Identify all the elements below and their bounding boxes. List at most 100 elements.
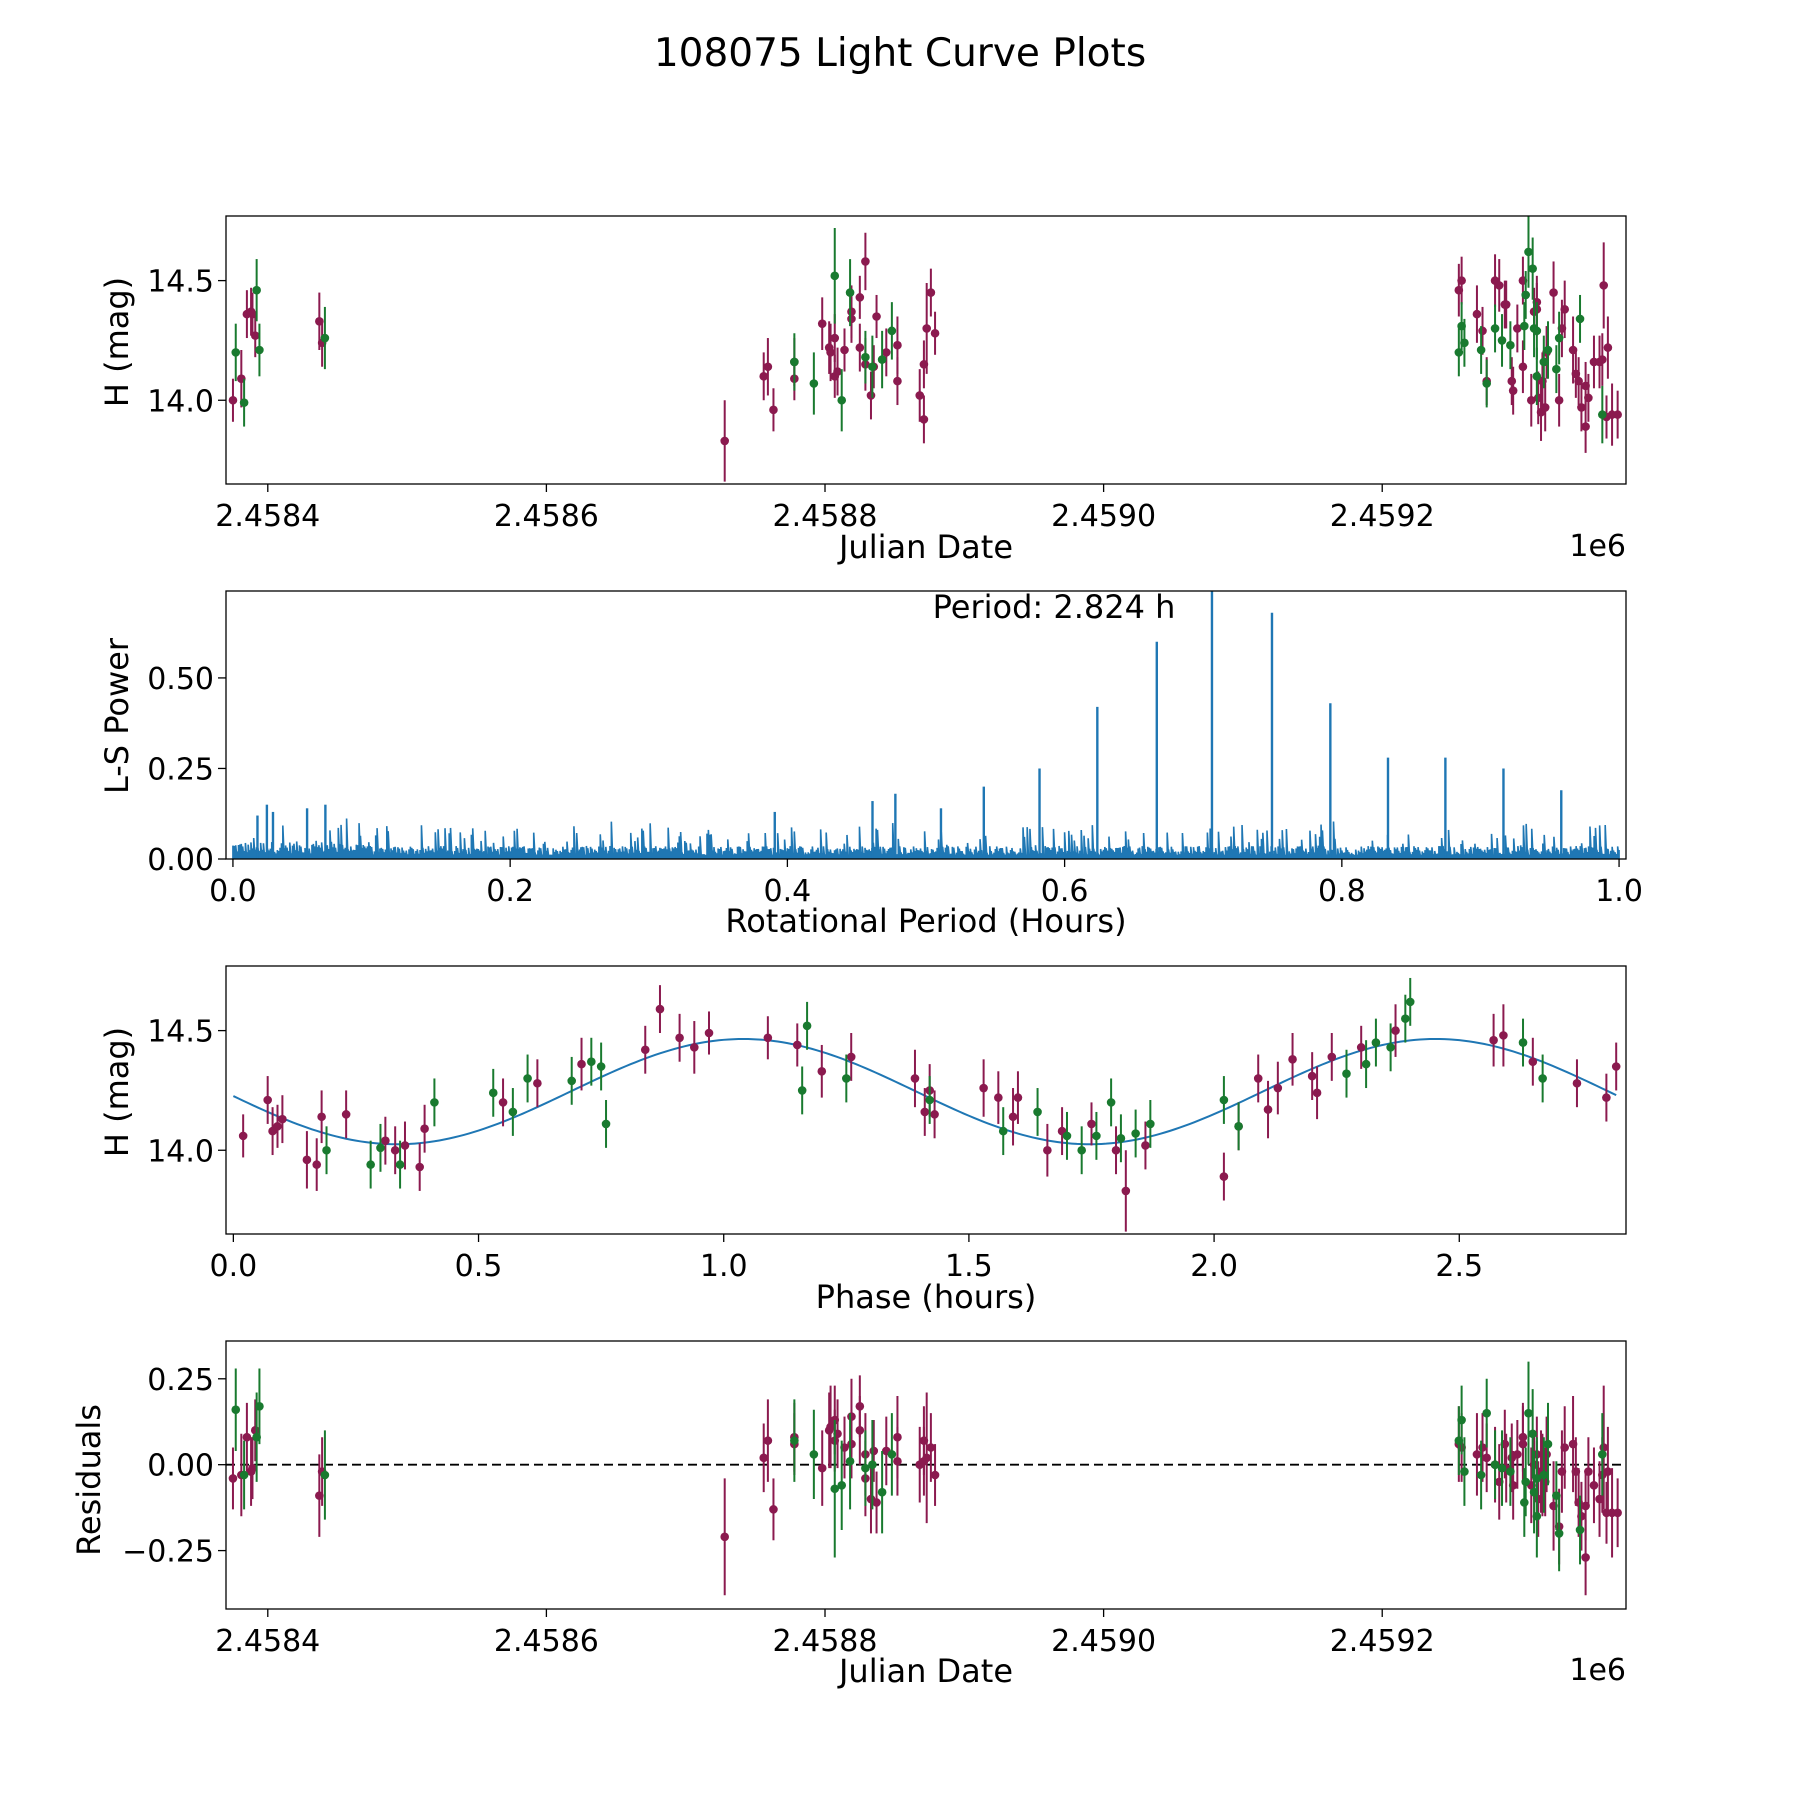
res-data-point — [845, 1413, 855, 1510]
res-data-point — [837, 1440, 847, 1530]
lc-marker — [1520, 321, 1529, 331]
phase-data-point — [577, 1037, 586, 1091]
res-ytick: 0.25 — [147, 1363, 226, 1398]
lc-marker — [1460, 338, 1469, 348]
ls-xtick-label: 0.2 — [486, 874, 534, 909]
phase-data-point — [420, 1104, 429, 1153]
res-marker — [1539, 1470, 1549, 1480]
phase-marker — [802, 1021, 812, 1031]
lc-marker — [250, 331, 260, 340]
phase-data-point — [1234, 1102, 1243, 1151]
phase-data-point — [1121, 1150, 1131, 1232]
phase-marker — [1219, 1095, 1229, 1105]
phase-marker — [1219, 1172, 1229, 1181]
lc-marker — [893, 340, 902, 350]
ls-xtick-label: 0.6 — [1041, 874, 1089, 909]
res-marker — [1524, 1408, 1533, 1418]
res-marker — [868, 1460, 877, 1469]
phase-data-point — [263, 1076, 272, 1124]
lc-xtick-label: 2.4586 — [494, 499, 599, 534]
lc-marker — [845, 288, 855, 297]
res-marker — [769, 1505, 778, 1514]
phase-marker — [420, 1124, 429, 1134]
res-marker — [1577, 1511, 1586, 1521]
phase-ytick: 14.0 — [147, 1134, 226, 1169]
res-data-point — [1518, 1406, 1528, 1482]
light-curve-ylabel: H (mag) — [98, 277, 136, 407]
phase-marker — [979, 1083, 988, 1093]
res-data-point — [242, 1402, 252, 1472]
lc-data-point — [252, 259, 261, 322]
lc-marker — [1560, 305, 1570, 314]
lc-marker — [826, 348, 835, 357]
light-curve-offset-label: 1e6 — [1569, 529, 1626, 564]
phase-plot-frame — [225, 965, 1627, 1235]
phase-data-point — [1008, 1088, 1018, 1146]
res-marker — [872, 1498, 881, 1507]
res-data-layer — [228, 1361, 1622, 1596]
lc-marker — [1549, 288, 1558, 297]
res-marker — [1513, 1450, 1522, 1459]
phase-marker — [596, 1062, 606, 1071]
phase-marker — [488, 1088, 498, 1098]
residuals-offset-label: 1e6 — [1569, 1653, 1626, 1688]
phase-data-point — [1219, 1152, 1229, 1201]
lc-data-point — [919, 395, 929, 444]
lc-marker — [1507, 376, 1517, 386]
lc-marker — [837, 395, 847, 405]
lc-data-point — [915, 369, 925, 422]
res-xtick-label: 2.4586 — [494, 1624, 599, 1659]
phase-data-point — [1253, 1054, 1263, 1103]
lc-data-point — [1457, 256, 1466, 305]
res-marker — [830, 1484, 840, 1494]
phase-data-point — [430, 1078, 439, 1127]
lc-data-point — [830, 227, 840, 324]
lc-marker — [252, 285, 261, 295]
phase-xtick: 0.0 — [209, 1234, 257, 1284]
res-marker — [926, 1443, 936, 1452]
lc-marker — [1581, 422, 1590, 431]
res-marker — [861, 1463, 870, 1473]
phase-marker — [925, 1095, 934, 1105]
ls-ytick-label: 0.50 — [147, 662, 214, 697]
phase-data-point — [302, 1131, 312, 1189]
phase-data-point — [1371, 1018, 1381, 1067]
res-xtick: 2.4590 — [1051, 1609, 1156, 1659]
lc-marker — [255, 345, 264, 355]
ls-xtick: 0.2 — [486, 859, 534, 909]
res-marker — [1457, 1415, 1466, 1425]
lc-data-point — [255, 323, 264, 377]
phase-marker — [792, 1040, 802, 1050]
res-data-point — [248, 1437, 257, 1500]
phase-marker — [1087, 1119, 1096, 1129]
phase-data-point — [1518, 1018, 1528, 1067]
phase-marker — [533, 1078, 542, 1088]
periodogram-peaks — [256, 591, 1563, 859]
phase-ylabel: H (mag) — [98, 1027, 136, 1157]
phase-marker — [1307, 1071, 1317, 1081]
phase-marker — [842, 1074, 851, 1083]
phase-marker — [994, 1093, 1003, 1102]
res-marker — [242, 1432, 252, 1442]
lc-data-point — [790, 333, 799, 391]
lc-data-point — [826, 323, 835, 382]
lc-marker — [830, 333, 840, 343]
lc-data-point — [228, 378, 238, 422]
res-data-point — [930, 1444, 940, 1506]
phase-data-point — [1043, 1123, 1052, 1177]
lc-ytick: 14.5 — [147, 265, 226, 300]
lc-data-layer — [228, 216, 1622, 482]
res-marker — [1520, 1498, 1529, 1507]
phase-marker — [341, 1110, 351, 1119]
res-data-point — [826, 1385, 835, 1469]
phase-marker — [1131, 1129, 1140, 1138]
lc-marker — [1598, 410, 1607, 419]
phase-data-point — [1499, 1004, 1508, 1067]
res-data-point — [1490, 1430, 1500, 1500]
lc-data-point — [1476, 326, 1486, 374]
phase-marker — [498, 1098, 508, 1107]
lc-data-point — [1577, 383, 1586, 432]
phase-data-point — [1572, 1059, 1582, 1108]
res-marker — [1482, 1408, 1491, 1418]
phase-marker — [1572, 1078, 1582, 1088]
